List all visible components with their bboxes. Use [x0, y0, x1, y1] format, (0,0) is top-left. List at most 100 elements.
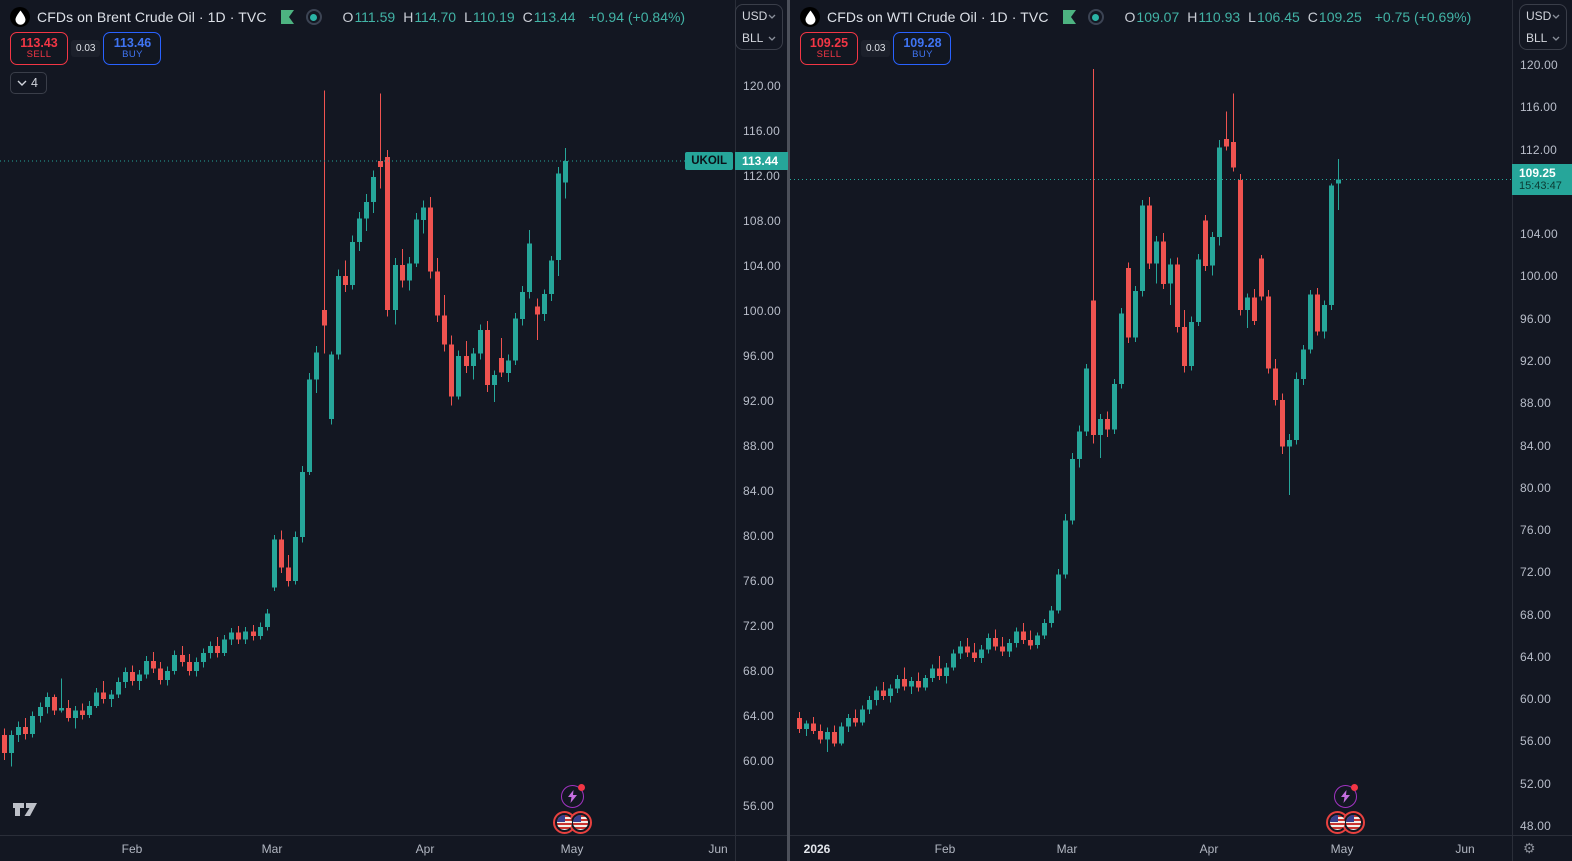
gear-icon[interactable]: ⚙ [1523, 840, 1536, 856]
currency-value: USD [742, 9, 768, 23]
panel-divider[interactable] [787, 0, 790, 861]
sell-price: 113.43 [20, 35, 58, 50]
us-flag-icon [1330, 815, 1345, 830]
flag-marker-icon[interactable] [1062, 10, 1077, 24]
ohlc-value: 113.44 [533, 9, 576, 25]
brent-price-axis[interactable]: 120.00 116.00 112.00 108.00 104.00 100.00 96.0… [735, 0, 788, 861]
price-tick-label: 112.00 [1520, 142, 1558, 157]
price-tick-label: 88.00 [1520, 396, 1552, 411]
price-tick-label: 104.00 [1520, 227, 1558, 242]
symbol-label: UKOIL [685, 152, 733, 170]
unit-select[interactable]: BLL [736, 27, 782, 49]
price-tick-label: 64.00 [743, 709, 775, 723]
realtime-dot [1092, 13, 1100, 21]
buy-price: 109.28 [903, 35, 942, 50]
ohlc-value: 106.45 [1256, 9, 1300, 25]
brent-time-axis[interactable]: Feb Mar Apr May Jun [0, 835, 788, 861]
price-tick-label: 76.00 [743, 574, 775, 588]
price-tick-label: 56.00 [743, 799, 775, 813]
unit-value: BLL [1526, 31, 1548, 45]
ohlc-value: 111.59 [354, 9, 396, 25]
price-tick-label: 80.00 [743, 529, 775, 543]
brent-symbol-title[interactable]: CFDs on Brent Crude Oil · 1D · TVC [37, 9, 267, 25]
sell-button[interactable]: 113.43 SELL [10, 32, 68, 65]
ohlc-key: O [1124, 9, 1136, 25]
us-flag-icon [1346, 815, 1361, 830]
sell-label: SELL [816, 49, 842, 61]
price-tick-label: 48.00 [1520, 819, 1552, 834]
us-event-icon[interactable] [569, 811, 592, 834]
time-tick-label: Jun [708, 842, 728, 856]
candles-svg [790, 69, 1512, 752]
price-tick-label: 88.00 [743, 439, 775, 453]
wti-last-price-tag: 109.25 15:43:47 [1512, 164, 1572, 196]
notification-dot [578, 784, 585, 791]
wti-candlestick-chart[interactable] [790, 0, 1512, 835]
brent-currency-unit-selector: USD BLL [735, 4, 783, 50]
object-count: 4 [31, 76, 38, 90]
wti-symbol-title[interactable]: CFDs on WTI Crude Oil · 1D · TVC [827, 9, 1049, 25]
currency-value: USD [1526, 9, 1552, 23]
economic-events [1326, 811, 1365, 834]
price-tick-label: 104.00 [743, 259, 781, 273]
ohlc-value: 114.70 [414, 9, 457, 25]
unit-value: BLL [742, 31, 764, 45]
wti-price-axis[interactable]: ⚙ 120.00 116.00 112.00 104.00 100.00 96.00 92.… [1512, 0, 1572, 861]
currency-select[interactable]: USD [736, 5, 782, 27]
time-tick-label: Mar [1056, 842, 1078, 856]
time-tick-label: May [1330, 842, 1354, 856]
brent-change-value: +0.94 (+0.84%) [588, 9, 686, 25]
ohlc-key: C [1307, 9, 1318, 25]
time-tick-label: Mar [261, 842, 283, 856]
flag-marker-icon[interactable] [280, 10, 295, 24]
spread-value: 0.03 [861, 40, 891, 57]
buy-button[interactable]: 109.28 BUY [893, 32, 952, 65]
news-flash-icon[interactable] [1334, 784, 1358, 808]
ohlc-key: L [464, 9, 472, 25]
price-tick-label: 60.00 [1520, 692, 1552, 707]
ohlc-key: L [1248, 9, 1256, 25]
data-source-icon[interactable] [305, 9, 322, 25]
news-flash-icon[interactable] [561, 784, 585, 808]
price-tick-label: 116.00 [1520, 100, 1558, 115]
brent-ohlc-values: O 111.59 H 114.70 L 110.19 C 113.44 [335, 9, 576, 25]
brent-candlestick-chart[interactable] [0, 0, 735, 835]
price-tick-label: 116.00 [743, 124, 781, 138]
price-tick-label: 120.00 [743, 79, 781, 93]
price-tick-label: 120.00 [1520, 58, 1558, 72]
price-tick-label: 80.00 [1520, 480, 1552, 495]
wti-currency-unit-selector: USD BLL [1519, 4, 1567, 50]
object-tree-toggle[interactable]: 4 [10, 72, 47, 94]
data-source-icon[interactable] [1087, 9, 1104, 25]
wti-time-axis[interactable]: 2026 Feb Mar Apr May Jun [790, 835, 1572, 861]
unit-select[interactable]: BLL [1520, 27, 1566, 49]
price-tick-label: 64.00 [1520, 649, 1552, 664]
time-tick-label: Feb [934, 842, 956, 856]
buy-label: BUY [912, 49, 933, 61]
chevron-down-icon [1552, 14, 1560, 19]
us-flag-icon [573, 815, 588, 830]
us-event-icon[interactable] [1342, 811, 1365, 834]
buy-button[interactable]: 113.46 BUY [103, 32, 162, 65]
sell-button[interactable]: 109.25 SELL [800, 32, 858, 65]
ohlc-key: O [342, 9, 354, 25]
ohlc-value: 110.19 [472, 9, 515, 25]
price-tick-label: 52.00 [1520, 776, 1552, 791]
time-tick-label: Apr [1199, 842, 1219, 856]
time-tick-label: Jun [1455, 842, 1475, 856]
last-price-value: 109.25 [1519, 166, 1556, 180]
us-flag-icon [557, 815, 572, 830]
currency-select[interactable]: USD [1520, 5, 1566, 27]
sell-price: 109.25 [809, 35, 849, 50]
buy-price: 113.46 [113, 35, 152, 50]
price-tick-label: 112.00 [743, 169, 781, 183]
last-price-value: 113.44 [735, 152, 788, 170]
candles-svg [0, 90, 735, 767]
price-tick-label: 72.00 [1520, 565, 1552, 580]
price-tick-label: 92.00 [1520, 353, 1552, 368]
price-tick-label: 108.00 [743, 214, 781, 228]
tradingview-logo[interactable] [12, 801, 39, 823]
time-tick-label: Feb [121, 842, 143, 856]
ohlc-key: H [403, 9, 414, 25]
lightning-icon [1341, 790, 1350, 803]
